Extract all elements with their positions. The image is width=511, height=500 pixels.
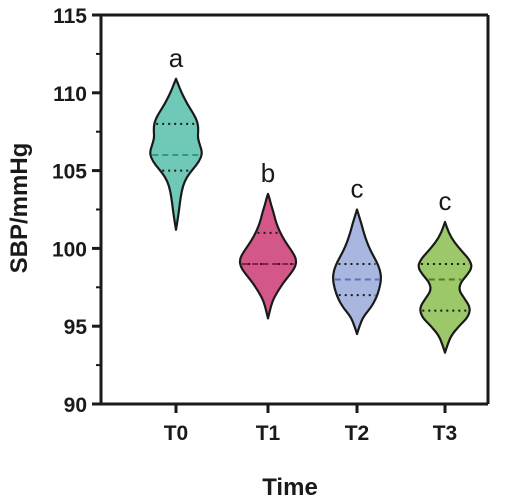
y-axis-title: SBP/mmHg bbox=[6, 143, 33, 274]
significance-label-T2: c bbox=[351, 174, 364, 204]
plot-area: 90 95 100 105 110 115 a T0 b T1 c T2 c T3 bbox=[52, 5, 490, 445]
x-tick-label-T3: T3 bbox=[433, 422, 458, 445]
y-tick-label-90: 90 bbox=[64, 394, 87, 417]
y-tick-label-115: 115 bbox=[53, 5, 87, 28]
x-tick-label-T2: T2 bbox=[345, 422, 370, 445]
y-tick-label-95: 95 bbox=[64, 316, 88, 339]
x-axis-title: Time bbox=[262, 474, 318, 500]
violin-T2 bbox=[332, 208, 382, 336]
significance-label-T0: a bbox=[169, 43, 184, 73]
significance-label-T3: c bbox=[439, 186, 452, 216]
violin-T1 bbox=[238, 192, 298, 320]
y-tick-label-105: 105 bbox=[52, 161, 87, 184]
x-tick-label-T0: T0 bbox=[164, 422, 189, 445]
violin-T3 bbox=[417, 220, 473, 354]
y-tick-label-100: 100 bbox=[52, 238, 87, 261]
x-tick-label-T1: T1 bbox=[256, 422, 281, 445]
y-tick-label-110: 110 bbox=[53, 83, 87, 106]
significance-label-T1: b bbox=[261, 158, 275, 188]
